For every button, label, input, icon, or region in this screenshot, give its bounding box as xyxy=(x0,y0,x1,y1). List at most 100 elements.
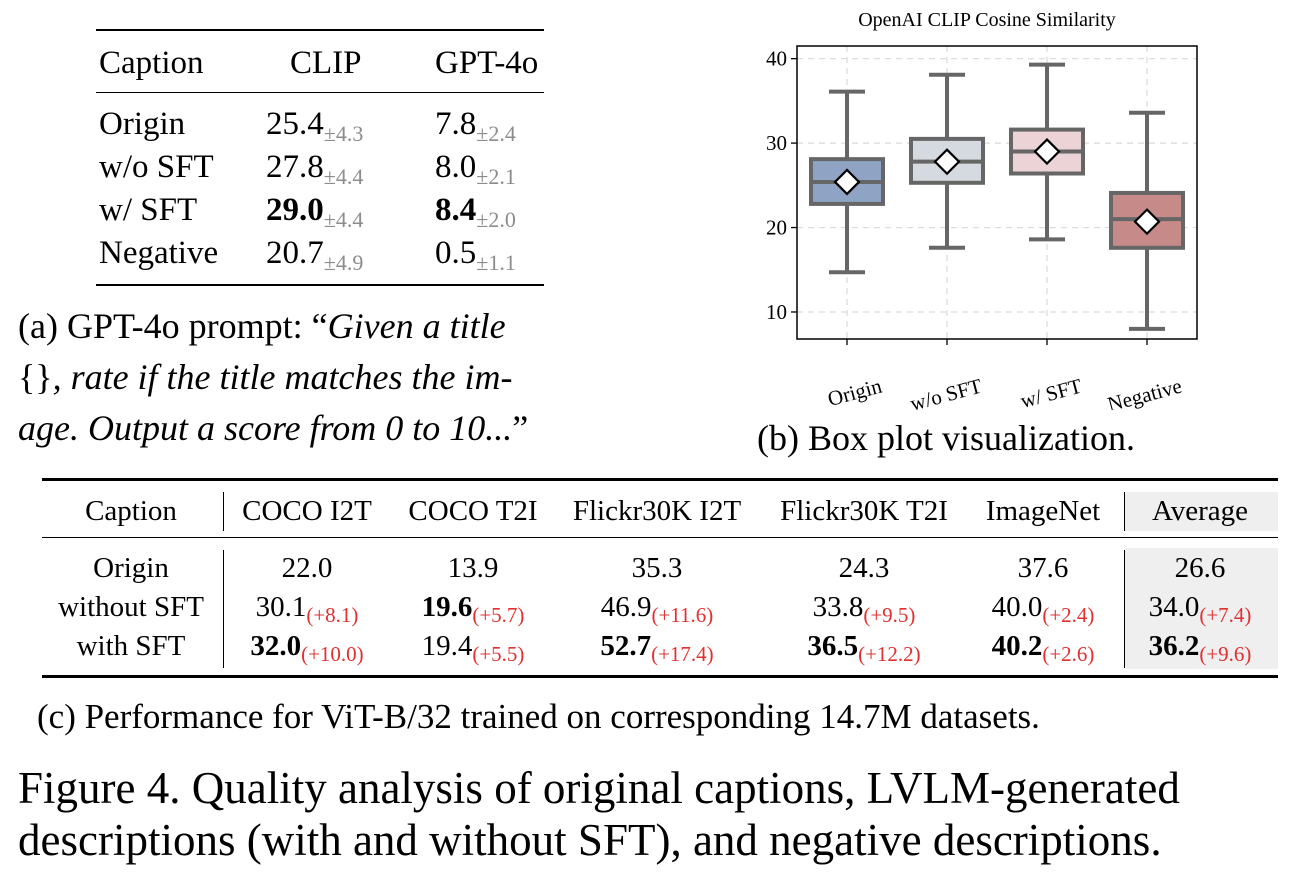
table-a-row-negative-label: Negative xyxy=(99,235,219,271)
x-tick-label: w/o SFT xyxy=(908,374,985,410)
table-c-bottom-rule xyxy=(42,675,1278,678)
table-c-header-imagenet: ImageNet xyxy=(985,495,1101,527)
table-a-mid-rule xyxy=(96,92,544,93)
table-c-divider xyxy=(223,492,224,531)
table-c: Caption COCO I2T COCO T2I Flickr30K I2T Flic… xyxy=(42,478,1278,680)
table-c-row-label: without SFT xyxy=(58,591,204,623)
table-c-top-rule xyxy=(42,478,1278,481)
x-tick-label: Origin xyxy=(825,374,885,410)
chart-title: OpenAI CLIP Cosine Similarity xyxy=(858,9,1116,31)
cell-value: 22.0 xyxy=(281,552,333,584)
cell-value: 36.2 xyxy=(1148,630,1200,662)
cell-delta: (+9.5) xyxy=(863,603,916,627)
y-tick-label: 40 xyxy=(766,47,787,71)
x-tick-label: Negative xyxy=(1105,374,1184,410)
chart-boxes xyxy=(809,62,1185,331)
cell-value: 52.7 xyxy=(600,630,652,662)
mean-marker xyxy=(1133,208,1161,236)
box-origin xyxy=(809,89,885,275)
cell-value: 40.0 xyxy=(991,591,1043,623)
mean-marker xyxy=(933,148,961,176)
caption-c: (c) Performance for ViT-B/32 trained on … xyxy=(37,697,1040,736)
cell-value: 40.2 xyxy=(991,630,1043,662)
cell-delta: (+12.2) xyxy=(858,642,921,666)
table-c-header-coco-t2i: COCO T2I xyxy=(408,495,538,527)
y-tick-label: 30 xyxy=(766,131,787,155)
cell-value: 36.5 xyxy=(807,630,859,662)
table-c-cell-average: 34.0(+7.4) xyxy=(1149,589,1252,633)
figure-caption-line-1: Figure 4. Quality analysis of original c… xyxy=(18,763,1180,813)
table-c-cell-coco-t2i: 19.6(+5.7) xyxy=(422,589,525,633)
table-a-row-w-sft-clip: 29.0±4.4 xyxy=(266,192,364,232)
table-c-cell-imagenet: 40.2(+2.6) xyxy=(992,628,1095,672)
table-c-divider xyxy=(223,550,224,668)
table-c-cell-coco-t2i: 13.9 xyxy=(448,550,499,586)
plot-frame xyxy=(796,45,1198,340)
table-c-header-flickr30k-t2i: Flickr30K T2I xyxy=(780,495,948,527)
table-a-row-origin-label: Origin xyxy=(99,106,186,142)
table-a-row-wo-sft-clip: 27.8±4.4 xyxy=(266,149,364,189)
table-c-cell-average: 26.6 xyxy=(1175,550,1226,586)
table-c-divider xyxy=(1124,550,1125,668)
table-a-row-wo-sft-gpt: 8.0±2.1 xyxy=(435,149,516,189)
cell-value: 19.6 xyxy=(421,591,473,623)
table-c-cell-coco-t2i: 19.4(+5.5) xyxy=(422,628,525,672)
table-a-row-w-sft-label: w/ SFT xyxy=(99,192,198,228)
table-c-cell-flickr30k-i2t: 52.7(+17.4) xyxy=(600,628,713,672)
table-a-header-clip: CLIP xyxy=(290,45,362,81)
cell-value: 34.0 xyxy=(1148,591,1200,623)
table-c-cell-average: 36.2(+9.6) xyxy=(1149,628,1252,672)
table-c-divider xyxy=(1124,492,1125,531)
table-a-row-wo-sft-label: w/o SFT xyxy=(99,149,214,185)
caption-b: (b) Box plot visualization. xyxy=(757,418,1135,458)
y-tick-label: 20 xyxy=(766,216,787,240)
cell-value: 35.3 xyxy=(631,552,683,584)
x-tick-label: w/ SFT xyxy=(1018,374,1085,410)
cell-delta: (+5.5) xyxy=(472,642,525,666)
table-c-header-coco-i2t: COCO I2T xyxy=(242,495,372,527)
figure-caption-line-2: descriptions (with and without SFT), and… xyxy=(18,815,1162,865)
table-a-header-gpt: GPT-4o xyxy=(435,45,539,81)
table-a: Caption CLIP GPT-4o Origin 25.4±4.3 7.8±… xyxy=(96,29,544,287)
cell-value: 37.6 xyxy=(1017,552,1069,584)
table-c-cell-coco-i2t: 30.1(+8.1) xyxy=(256,589,359,633)
cell-delta: (+8.1) xyxy=(306,603,359,627)
caption-a-line-3: age. Output a score from 0 to 10...” xyxy=(18,408,529,448)
table-c-header-caption: Caption xyxy=(85,495,177,527)
box-negative xyxy=(1109,110,1185,331)
table-c-row-label: Origin xyxy=(93,552,169,584)
table-c-row-label: with SFT xyxy=(76,630,186,662)
average-header-shade xyxy=(1125,492,1278,531)
caption-a-line-2: {}, rate if the title matches the im- xyxy=(18,357,513,397)
table-a-header-caption: Caption xyxy=(99,45,204,81)
table-c-cell-flickr30k-t2i: 33.8(+9.5) xyxy=(813,589,916,633)
table-a-row-w-sft-gpt: 8.4±2.0 xyxy=(435,192,516,232)
caption-a-line-1: (a) GPT-4o prompt: “Given a title xyxy=(18,306,506,346)
cell-value: 24.3 xyxy=(838,552,890,584)
cell-value: 46.9 xyxy=(600,591,652,623)
table-c-cell-flickr30k-i2t: 46.9(+11.6) xyxy=(601,589,714,633)
average-column-shade xyxy=(1125,548,1278,669)
table-c-cell-flickr30k-t2i: 36.5(+12.2) xyxy=(807,628,920,672)
table-c-cell-imagenet: 40.0(+2.4) xyxy=(992,589,1095,633)
cell-delta: (+5.7) xyxy=(472,603,525,627)
cell-delta: (+2.4) xyxy=(1042,603,1095,627)
table-c-cell-imagenet: 37.6 xyxy=(1018,550,1069,586)
mean-marker xyxy=(1033,137,1061,166)
box-w-o-sft xyxy=(909,72,985,250)
cell-delta: (+9.6) xyxy=(1199,642,1252,666)
box-w-sft xyxy=(1009,62,1085,242)
table-c-header-average: Average xyxy=(1151,495,1249,527)
y-tick-label: 10 xyxy=(766,300,787,324)
cell-value: 32.0 xyxy=(250,630,302,662)
cell-delta: (+17.4) xyxy=(651,642,714,666)
table-c-cell-flickr30k-t2i: 24.3 xyxy=(839,550,890,586)
table-c-header-flickr30k-i2t: Flickr30K I2T xyxy=(572,495,742,527)
cell-value: 33.8 xyxy=(812,591,864,623)
table-a-top-rule xyxy=(96,29,544,31)
figure-caption: Figure 4. Quality analysis of original c… xyxy=(18,762,1180,866)
table-c-cell-coco-i2t: 22.0 xyxy=(282,550,333,586)
cell-delta: (+10.0) xyxy=(301,642,364,666)
caption-a: (a) GPT-4o prompt: “Given a title {}, ra… xyxy=(18,301,628,454)
box-plot-chart: OpenAI CLIP Cosine Similarity 10 20 30 40 Or… xyxy=(766,9,1198,410)
